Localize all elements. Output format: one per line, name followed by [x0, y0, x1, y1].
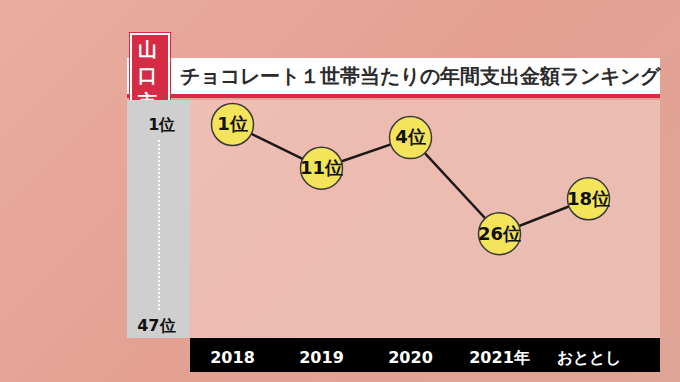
svg-text:2021年: 2021年	[469, 348, 530, 367]
svg-text:1位: 1位	[148, 115, 175, 134]
svg-text:26位: 26位	[478, 222, 521, 243]
html-text:山口市: 山口市	[138, 38, 157, 112]
svg-text:1位: 1位	[217, 113, 248, 134]
html-text:チョコレート１世帯当たりの年間支出金額ランキング: チョコレート１世帯当たりの年間支出金額ランキング	[180, 63, 660, 88]
svg-text:11位: 11位	[300, 157, 343, 178]
svg-text:2019: 2019	[299, 348, 344, 367]
svg-text:2018: 2018	[210, 348, 255, 367]
svg-text:2020: 2020	[388, 348, 433, 367]
svg-text:18位: 18位	[567, 188, 610, 209]
svg-text:おととし: おととし	[557, 348, 621, 367]
svg-text:47位: 47位	[137, 316, 175, 335]
svg-text:4位: 4位	[395, 126, 426, 147]
